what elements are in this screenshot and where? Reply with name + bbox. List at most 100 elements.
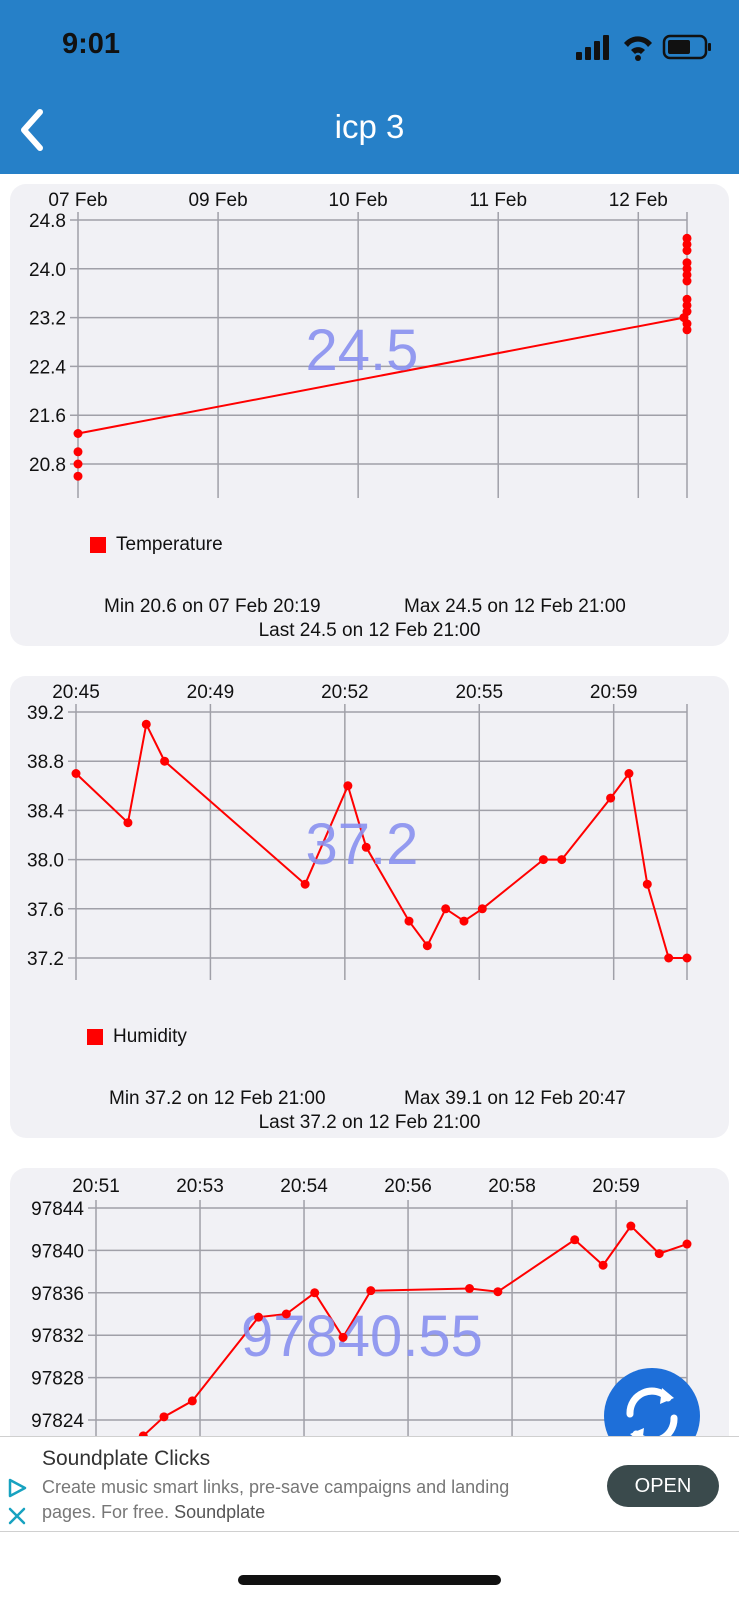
x-tick-label: 20:56 (384, 1176, 432, 1197)
app-header: 9:01 icp 3 (0, 0, 739, 174)
data-point (654, 1249, 664, 1259)
y-tick-label: 97824 (31, 1411, 84, 1432)
wifi-icon (624, 36, 652, 61)
data-point (300, 879, 310, 889)
legend-swatch (87, 1029, 103, 1045)
y-tick-label: 38.8 (27, 752, 64, 773)
data-point (557, 855, 567, 865)
data-point (73, 459, 83, 469)
data-point (343, 781, 353, 791)
x-tick-label: 20:55 (455, 682, 503, 703)
data-point (187, 1396, 197, 1406)
chart-legend: Humidity (87, 1026, 187, 1048)
data-point (361, 842, 371, 852)
data-point (338, 1332, 348, 1342)
data-point (682, 953, 692, 963)
data-point (73, 471, 83, 481)
legend-swatch (90, 537, 106, 553)
data-point (642, 879, 652, 889)
x-tick-label: 12 Feb (609, 190, 668, 211)
data-point (682, 319, 692, 329)
y-tick-label: 22.4 (29, 357, 66, 378)
data-point (71, 769, 81, 778)
data-point (366, 1286, 376, 1296)
y-tick-label: 97844 (31, 1199, 84, 1220)
signal-icon (576, 35, 609, 60)
y-tick-label: 97840 (31, 1241, 84, 1262)
ad-title[interactable]: Soundplate Clicks (42, 1447, 211, 1470)
status-time: 9:01 (62, 28, 121, 60)
x-tick-label: 09 Feb (188, 190, 247, 211)
data-point (422, 941, 432, 951)
data-point (281, 1309, 291, 1319)
stat-max: Max 39.1 on 12 Feb 20:47 (404, 1088, 626, 1109)
data-point (570, 1235, 580, 1245)
stat-min: Min 37.2 on 12 Feb 21:00 (109, 1088, 326, 1109)
data-point (624, 769, 634, 778)
temperature-chart: 07 Feb 09 Feb 10 Feb 11 Feb 12 Feb 24.8 24.0 23… (29, 190, 692, 498)
battery-icon (662, 34, 711, 60)
data-point (606, 793, 616, 803)
data-point (404, 916, 414, 926)
ad-choices-icon[interactable] (6, 1477, 28, 1499)
x-tick-label: 20:45 (52, 682, 100, 703)
page-title: icp 3 (334, 108, 405, 145)
y-tick-label: 37.6 (27, 900, 64, 921)
back-button[interactable] (10, 100, 60, 160)
home-indicator (238, 1575, 501, 1585)
stat-last: Last 37.2 on 12 Feb 21:00 (258, 1112, 481, 1133)
data-point (626, 1221, 636, 1231)
current-value: 24.5 (306, 318, 419, 383)
data-point (682, 258, 692, 268)
data-point (682, 233, 692, 243)
data-point (254, 1312, 264, 1322)
data-point (73, 447, 83, 457)
data-point (310, 1288, 320, 1298)
y-tick-label: 24.8 (29, 211, 66, 232)
y-tick-label: 39.2 (27, 703, 64, 724)
x-tick-label: 20:58 (488, 1176, 536, 1197)
data-point (682, 1239, 692, 1249)
legend-label: Temperature (116, 534, 223, 555)
y-tick-label: 97828 (31, 1369, 84, 1390)
data-point (159, 1412, 169, 1422)
ad-banner[interactable]: Soundplate Clicks Create music smart lin… (0, 1436, 739, 1532)
ad-body[interactable]: Create music smart links, pre-save campa… (42, 1475, 562, 1525)
ad-open-button[interactable]: OPEN (607, 1465, 719, 1507)
data-point (477, 904, 487, 914)
humidity-chart-card: 20:45 20:49 20:52 20:55 20:59 39.2 38.8 38.4 38.… (10, 676, 729, 1138)
data-point (73, 429, 83, 438)
x-tick-label: 20:54 (280, 1176, 328, 1197)
status-icons (576, 34, 711, 61)
data-point (598, 1260, 608, 1270)
y-tick-label: 23.2 (29, 309, 66, 330)
x-tick-label: 20:52 (321, 682, 369, 703)
close-icon[interactable] (6, 1505, 28, 1527)
y-tick-label: 97836 (31, 1284, 84, 1305)
stat-min: Min 20.6 on 07 Feb 20:19 (104, 596, 321, 617)
stat-last: Last 24.5 on 12 Feb 21:00 (258, 620, 481, 641)
temperature-chart-card: 07 Feb 09 Feb 10 Feb 11 Feb 12 Feb 24.8 24.0 23… (10, 184, 729, 646)
y-tick-label: 20.8 (29, 455, 66, 476)
pressure-chart: 20:51 20:53 20:54 20:56 20:58 20:59 97844 97840… (31, 1176, 692, 1468)
x-tick-label: 20:51 (72, 1176, 120, 1197)
x-tick-label: 07 Feb (48, 190, 107, 211)
x-tick-label: 11 Feb (469, 190, 527, 211)
current-value: 37.2 (306, 812, 419, 877)
x-tick-label: 10 Feb (329, 190, 388, 211)
y-tick-label: 24.0 (29, 260, 66, 281)
x-tick-label: 20:59 (590, 682, 638, 703)
chevron-left-icon (21, 109, 43, 151)
data-point (465, 1284, 475, 1294)
y-tick-label: 38.0 (27, 851, 64, 872)
x-tick-label: 20:53 (176, 1176, 224, 1197)
ad-description: Create music smart links, pre-save campa… (42, 1477, 510, 1522)
ad-brand: Soundplate (174, 1502, 266, 1522)
data-point (141, 719, 151, 729)
data-point (538, 855, 548, 865)
stat-max: Max 24.5 on 12 Feb 21:00 (404, 596, 626, 617)
series-line (77, 316, 685, 435)
data-point (682, 294, 692, 304)
data-point (160, 756, 170, 766)
humidity-chart: 20:45 20:49 20:52 20:55 20:59 39.2 38.8 38.4 38.… (27, 682, 692, 980)
